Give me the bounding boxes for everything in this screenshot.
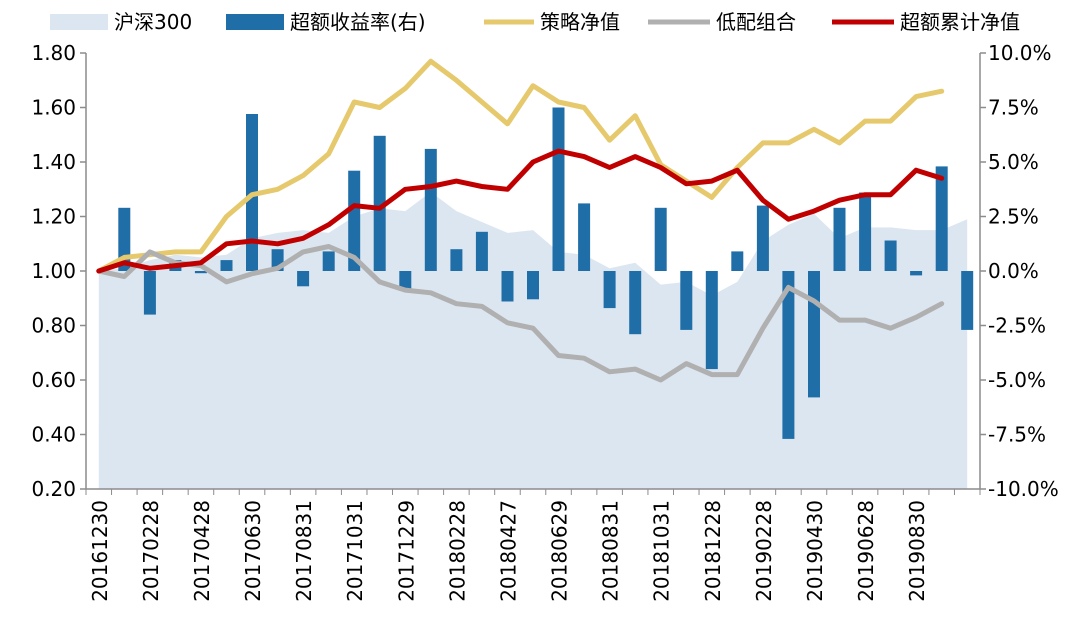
legend: 沪深300 超额收益率(右) 策略净值 低配组合 超额累计净值	[50, 10, 1020, 34]
y-left-tick-label: 0.60	[31, 368, 76, 392]
line-underweight-portfolio	[96, 244, 945, 383]
x-tick-label: 20171031	[343, 500, 367, 602]
bar-excess-return	[961, 271, 974, 330]
bar-excess-return	[527, 271, 539, 300]
x-tick-label: 20181228	[701, 500, 725, 602]
x-tick-label: 20190830	[905, 500, 929, 602]
y-right-tick-label: -2.5%	[988, 314, 1046, 338]
bar-excess-return	[399, 271, 412, 291]
y-left-tick-label: 1.20	[31, 205, 76, 229]
x-tick-label: 20170831	[292, 500, 316, 602]
area-layer	[98, 192, 968, 489]
y-right-tick-label: -7.5%	[988, 423, 1046, 447]
legend-hs300-label: 沪深300	[114, 10, 192, 34]
legend-hs300-swatch	[50, 14, 108, 30]
bar-excess-return	[808, 271, 820, 398]
x-tick-label: 20180629	[548, 500, 572, 602]
y-right-tick-label: -10.0%	[988, 477, 1059, 501]
bar-excess-return	[935, 166, 948, 271]
bar-excess-return	[603, 271, 616, 309]
legend-excess-return-label: 超额收益率(右)	[290, 10, 426, 34]
bar-excess-return	[578, 203, 591, 271]
legend-strategy-nav-label: 策略净值	[540, 10, 620, 34]
legend-underweight-portfolio-label: 低配组合	[716, 10, 796, 34]
y-right-tick-label: 7.5%	[988, 96, 1039, 120]
x-tick-label: 20170630	[241, 500, 265, 602]
bar-excess-return	[910, 271, 923, 276]
line-layer	[96, 58, 945, 383]
x-tick-label: 20180228	[445, 500, 469, 602]
x-tick-label: 20170228	[139, 500, 163, 602]
y-left-tick-label: 0.20	[31, 477, 76, 501]
axes-layer: 1.80 1.60 1.40 1.20 1.00 0.80 0.60 0.40 0.20 10.0…	[31, 41, 1058, 602]
bar-excess-return	[859, 192, 872, 271]
y-left-tick-label: 1.00	[31, 259, 76, 283]
bar-excess-return	[501, 271, 514, 302]
bar-excess-return	[782, 271, 795, 439]
x-tick-label: 20180427	[496, 500, 520, 602]
y-left-tick-label: 1.40	[31, 150, 76, 174]
line-strategy-nav	[96, 58, 945, 274]
bar-excess-return	[450, 249, 463, 271]
bar-excess-return	[731, 251, 744, 271]
y-left-tick-label: 0.40	[31, 423, 76, 447]
x-tick-label: 20170428	[190, 500, 214, 602]
x-tick-label: 20180831	[599, 500, 623, 602]
area-hs300	[98, 192, 968, 489]
bar-excess-return	[884, 240, 897, 271]
bar-excess-return	[756, 205, 769, 271]
line-cumulative-excess-nav	[96, 148, 945, 274]
bar-excess-return	[629, 271, 642, 335]
y-right-tick-label: -5.0%	[988, 368, 1046, 392]
bar-excess-return	[220, 260, 233, 271]
y-right-tick-label: 10.0%	[988, 41, 1052, 65]
x-tick-label: 20190430	[803, 500, 827, 602]
x-tick-label: 20190628	[854, 500, 878, 602]
x-tick-label: 20181031	[650, 500, 674, 602]
x-tick-label: 20171229	[394, 500, 418, 602]
bar-excess-return	[833, 207, 846, 271]
bar-excess-return	[424, 148, 437, 271]
bar-excess-return	[348, 170, 361, 271]
bar-excess-return	[705, 271, 718, 370]
y-right-tick-label: 5.0%	[988, 150, 1039, 174]
y-left-tick-label: 1.60	[31, 96, 76, 120]
x-tick-label: 20190228	[752, 500, 776, 602]
bar-excess-return	[194, 271, 207, 274]
y-right-tick-label: 0.0%	[988, 259, 1039, 283]
bar-excess-return	[475, 231, 488, 271]
legend-cumulative-excess-nav-label: 超额累计净值	[900, 10, 1020, 34]
bar-excess-return	[143, 271, 156, 315]
bar-excess-return	[297, 271, 310, 287]
bar-excess-return	[373, 135, 386, 271]
y-right-tick-label: 2.5%	[988, 205, 1039, 229]
x-tick-label: 20161230	[88, 500, 112, 602]
y-left-tick-label: 1.80	[31, 41, 76, 65]
bar-excess-return	[654, 207, 667, 271]
bar-excess-return	[322, 251, 335, 271]
legend-excess-return-swatch	[226, 14, 284, 30]
bar-excess-return	[680, 271, 693, 330]
y-left-tick-label: 0.80	[31, 314, 76, 338]
bar-excess-return	[552, 107, 565, 271]
